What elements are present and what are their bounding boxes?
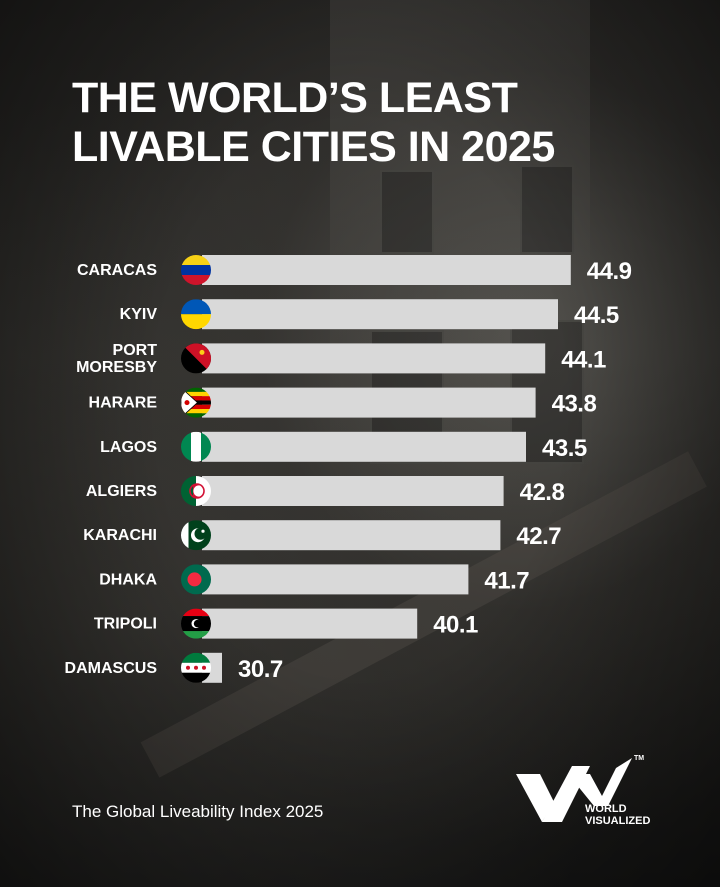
value-label: 42.7 [516, 523, 561, 550]
bangladesh-flag-icon [181, 564, 211, 595]
bar [202, 299, 558, 330]
city-label: KYIV [120, 306, 158, 323]
flag-part [181, 652, 211, 663]
flag-part [181, 409, 211, 414]
logo-mark-left [516, 774, 554, 822]
flag-part [201, 529, 205, 533]
papua-new-guinea-flag-icon [181, 343, 211, 374]
flag-part [181, 275, 211, 285]
flag-part [181, 413, 211, 418]
flag-part [181, 404, 211, 410]
flag-part [181, 631, 211, 639]
flag-part [181, 387, 211, 392]
zimbabwe-flag-icon [181, 387, 211, 418]
algeria-flag-icon [181, 476, 211, 506]
value-label: 42.8 [520, 479, 565, 506]
flag-part [181, 431, 191, 462]
logo-wordmark: WORLD VISUALIZED [585, 803, 650, 827]
bar-row: TRIPOLI 40.1 [94, 608, 479, 639]
value-label: 43.8 [552, 391, 597, 418]
value-label: 41.7 [484, 567, 529, 594]
city-label: CARACAS [77, 262, 157, 279]
value-label: 30.7 [238, 656, 283, 683]
value-label: 43.5 [542, 435, 587, 462]
bar [202, 476, 504, 506]
logo-line-1: WORLD [585, 803, 627, 815]
bar [202, 608, 418, 639]
pakistan-flag-icon [181, 520, 211, 551]
city-label: MORESBY [76, 359, 157, 376]
bar [202, 431, 526, 462]
bar-row: CARACAS 44.9 [77, 255, 632, 285]
bar-row: HARARE 43.8 [89, 387, 597, 418]
value-label: 44.9 [587, 258, 632, 285]
flag-part [193, 485, 205, 497]
flag-part [181, 476, 193, 506]
title-line-1: THE WORLD’S LEAST [72, 74, 518, 122]
flag-part [201, 431, 211, 462]
flag-part [181, 299, 211, 315]
flag-part [194, 527, 207, 540]
logo-tm: TM [634, 755, 644, 762]
page-title: THE WORLD’S LEAST LIVABLE CITIES IN 2025 [72, 74, 672, 172]
flag-part [181, 391, 211, 397]
flag-part [181, 255, 211, 265]
bar-row: ALGIERS 42.8 [86, 476, 565, 506]
logo-line-2: VISUALIZED [585, 815, 651, 827]
world-visualized-logo: TM [516, 755, 644, 822]
bar-row: KYIV 44.5 [120, 299, 619, 330]
flag-part [181, 608, 211, 617]
city-label: DHAKA [99, 571, 157, 588]
flag-part [191, 431, 201, 462]
logo-mark-right [568, 758, 632, 806]
flag-part [181, 314, 211, 330]
flag-part [184, 400, 190, 406]
libya-flag-icon [181, 608, 211, 639]
venezuela-flag-icon [181, 255, 211, 285]
source-note: The Global Liveability Index 2025 [72, 802, 324, 821]
bar-row: DAMASCUS 30.7 [65, 652, 283, 683]
flag-part [186, 665, 190, 670]
bar [202, 255, 571, 285]
city-label: LAGOS [100, 439, 157, 456]
city-label: DAMASCUS [65, 660, 158, 677]
bar [202, 520, 501, 551]
city-label: ALGIERS [86, 483, 157, 500]
flag-part [181, 672, 211, 683]
city-label: TRIPOLI [94, 616, 157, 633]
city-label: HARARE [89, 395, 158, 412]
value-label: 44.5 [574, 302, 619, 329]
value-label: 44.1 [561, 346, 606, 373]
bar [202, 343, 546, 374]
ukraine-flag-icon [181, 299, 211, 330]
bar [202, 387, 536, 418]
value-label: 40.1 [433, 612, 478, 639]
bar-row: DHAKA 41.7 [99, 564, 530, 595]
flag-part [189, 483, 205, 499]
nigeria-flag-icon [181, 431, 211, 462]
title-line-2: LIVABLE CITIES IN 2025 [72, 123, 555, 171]
flag-part [193, 619, 202, 628]
syria-flag-icon [181, 652, 211, 683]
flag-part [181, 520, 189, 551]
bar-row: KARACHI 42.7 [83, 520, 562, 551]
flag-part [199, 349, 205, 355]
bar [202, 564, 469, 595]
city-label: PORT [113, 342, 158, 359]
flag-part [181, 265, 211, 275]
flag-part [202, 665, 206, 670]
flag-part [187, 572, 202, 587]
flag-part [194, 665, 198, 670]
flag-part [181, 396, 211, 401]
bar-row: LAGOS 43.5 [100, 431, 587, 462]
city-label: KARACHI [83, 527, 157, 544]
